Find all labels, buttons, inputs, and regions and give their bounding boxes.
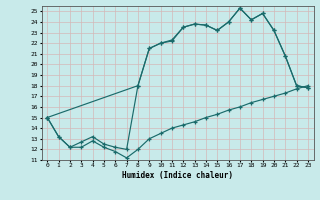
X-axis label: Humidex (Indice chaleur): Humidex (Indice chaleur) — [122, 171, 233, 180]
